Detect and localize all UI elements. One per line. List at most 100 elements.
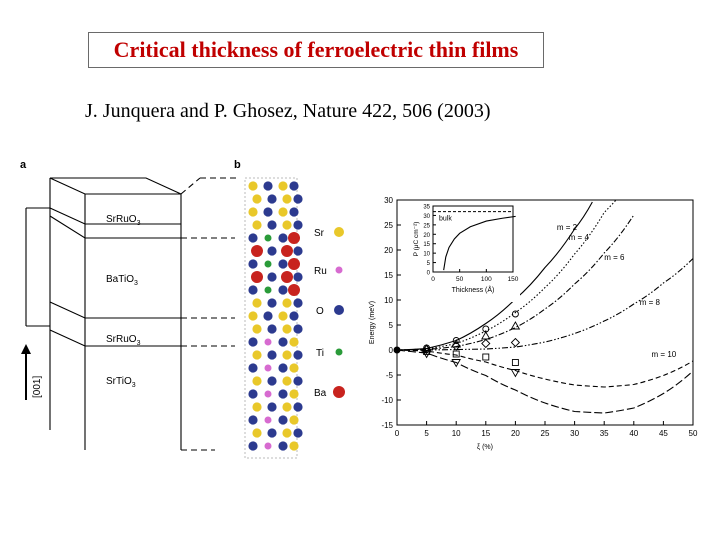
inset-x-label: Thickness (Å) <box>452 285 495 294</box>
atom-o <box>267 376 277 386</box>
legend-o-label: O <box>316 306 324 317</box>
figure: a SrRuO3 BaTiO3 SrRuO3 SrTiO3 <box>20 159 698 459</box>
marker-triangle-down <box>421 350 432 359</box>
svg-text:[001]: [001] <box>32 376 43 398</box>
atom-sr <box>289 363 299 373</box>
marker-diamond <box>510 337 521 348</box>
legend-sr-label: Sr <box>314 228 325 239</box>
legend-ru-label: Ru <box>314 266 327 277</box>
atom-sr <box>248 181 258 191</box>
atom-ba <box>251 245 263 257</box>
x-tick-label: 5 <box>424 429 429 438</box>
atom-o <box>293 194 303 204</box>
atom-o <box>278 389 288 399</box>
atom-o <box>267 324 277 334</box>
atom-o <box>278 337 288 347</box>
atom-ba <box>288 232 300 244</box>
x-tick-label: 50 <box>689 429 698 438</box>
layer-label-srtio3: SrTiO3 <box>106 376 136 389</box>
atom-o <box>267 220 277 230</box>
y-tick-label: 5 <box>389 321 394 330</box>
atom-sr <box>282 324 292 334</box>
atom-sr <box>252 428 262 438</box>
atom-ba <box>288 284 300 296</box>
atom-ru <box>264 364 272 372</box>
inset-x-tick-label: 100 <box>481 276 492 283</box>
panel-b-label: b <box>234 159 241 171</box>
origin-marker <box>393 346 401 354</box>
y-tick-label: 30 <box>384 196 393 205</box>
atom-ru <box>264 390 272 398</box>
atom-o <box>293 298 303 308</box>
atom-o <box>267 298 277 308</box>
atom-ru <box>264 416 272 424</box>
atom-sr <box>282 350 292 360</box>
atom-sr <box>282 298 292 308</box>
atom-ti <box>264 286 272 294</box>
atom-ba <box>288 258 300 270</box>
atom-o <box>267 402 277 412</box>
inset-x-tick-label: 150 <box>508 276 519 283</box>
title-box: Critical thickness of ferroelectric thin… <box>88 32 544 68</box>
inset-y-tick-label: 10 <box>423 252 430 258</box>
marker-diamond <box>451 341 461 351</box>
inset-y-tick-label: 20 <box>423 233 430 239</box>
atom-sr <box>248 207 258 217</box>
legend-ru-atom <box>335 266 343 274</box>
atom-o <box>267 194 277 204</box>
series-line-4 <box>397 258 694 351</box>
x-tick-label: 30 <box>570 429 579 438</box>
atom-o <box>248 285 258 295</box>
atom-sr <box>289 415 299 425</box>
legend-ba-label: Ba <box>314 388 327 399</box>
atom-sr <box>252 350 262 360</box>
atom-o <box>278 233 288 243</box>
y-tick-label: 0 <box>389 346 394 355</box>
inset-frame <box>432 205 514 273</box>
slide-title: Critical thickness of ferroelectric thin… <box>113 37 519 62</box>
atom-sr <box>282 402 292 412</box>
inset-bulk-label: bulk <box>439 216 452 223</box>
x-tick-label: 15 <box>481 429 490 438</box>
atom-o <box>267 246 277 256</box>
atom-o <box>263 207 273 217</box>
atom-o <box>293 350 303 360</box>
series-line-6 <box>396 349 694 414</box>
atom-sr <box>252 220 262 230</box>
atom-o <box>248 441 258 451</box>
curve-label: m = 6 <box>604 253 625 262</box>
atom-o <box>248 389 258 399</box>
atom-sr <box>252 402 262 412</box>
marker-triangle-up <box>481 331 491 340</box>
x-axis-label: ξ (%) <box>477 444 493 451</box>
atom-sr <box>252 324 262 334</box>
atom-sr <box>289 441 299 451</box>
series-line-3 <box>396 214 635 351</box>
atom-sr <box>282 220 292 230</box>
atom-o <box>267 272 277 282</box>
series-line-5 <box>396 349 694 388</box>
atom-ti <box>264 260 272 268</box>
inset-y-label: P (μC cm⁻²) <box>413 222 420 257</box>
atom-ru <box>264 442 272 450</box>
atom-o <box>278 363 288 373</box>
x-tick-label: 20 <box>511 429 520 438</box>
atom-o <box>248 363 258 373</box>
atom-sr <box>278 181 288 191</box>
inset-y-tick-label: 0 <box>427 271 431 277</box>
atom-o <box>278 285 288 295</box>
y-tick-label: -15 <box>381 421 393 430</box>
panel-a-label: a <box>20 159 27 171</box>
inset-y-tick-label: 15 <box>423 242 430 248</box>
atom-sr <box>248 311 258 321</box>
layer-label-batio3: BaTiO3 <box>106 274 138 287</box>
y-tick-label: 10 <box>384 296 393 305</box>
atom-o <box>293 272 303 282</box>
atom-o <box>248 259 258 269</box>
curve-label: m = 10 <box>652 350 677 359</box>
layer-label-srruo3-bottom: SrRuO3 <box>106 334 141 347</box>
atom-o <box>278 441 288 451</box>
y-axis-label: Energy (meV) <box>369 301 376 344</box>
layer-stack <box>25 177 240 451</box>
atom-o <box>248 337 258 347</box>
